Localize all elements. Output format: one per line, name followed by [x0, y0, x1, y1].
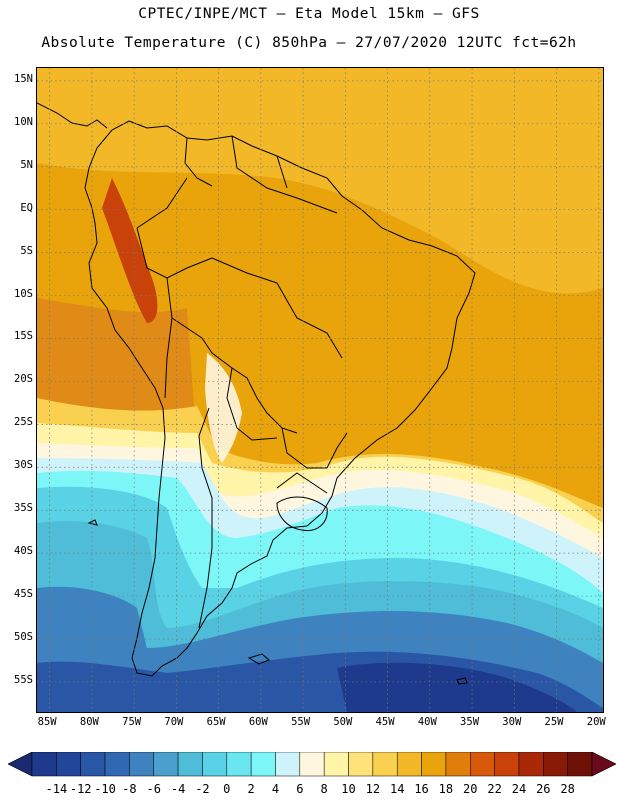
lon-tick-label: 40W — [417, 716, 437, 728]
colorbar-tick-label: 18 — [438, 782, 454, 796]
colorbar-low-arrow — [8, 752, 33, 777]
colorbar-tick-label: 0 — [223, 782, 231, 796]
colorbar-swatch — [518, 752, 544, 777]
lat-tick-label: 25S — [14, 416, 33, 429]
colorbar-swatch — [567, 752, 593, 777]
south-america-coastline — [84, 120, 476, 677]
colorbar-tick-label: -12 — [69, 782, 92, 796]
lat-lon-grid — [37, 68, 603, 712]
lat-tick-label: 15N — [14, 72, 33, 85]
colorbar-tick-label: -8 — [122, 782, 137, 796]
chart-title-line1: CPTEC/INPE/MCT – Eta Model 15km – GFS — [138, 6, 480, 22]
lat-tick-label: 55S — [14, 673, 33, 686]
colorbar-swatch — [348, 752, 374, 777]
lat-tick-label: 30S — [14, 459, 33, 472]
lon-tick-label: 80W — [79, 716, 99, 728]
lon-tick-label: 30W — [502, 716, 522, 728]
lat-tick-label: 50S — [14, 631, 33, 643]
band-chaco-warm-tongue — [205, 353, 242, 463]
lat-tick-label: 40S — [14, 545, 33, 558]
lat-tick-label: 35S — [14, 502, 33, 515]
colorbar-swatch — [104, 752, 130, 777]
colorbar-tick-label: 22 — [487, 782, 502, 796]
colorbar-swatch — [226, 752, 252, 777]
colorbar-tick-label: 4 — [271, 782, 280, 796]
temperature-map[interactable] — [36, 67, 604, 713]
lon-tick-label: 35W — [460, 716, 480, 728]
band-andes-22-24 — [102, 178, 158, 323]
lon-tick-label: 85W — [37, 716, 57, 728]
colorbar-tick-label: -2 — [195, 782, 210, 796]
colorbar-swatch — [445, 752, 471, 777]
colorbar-tick-label: 20 — [463, 782, 478, 796]
lon-tick-label: 75W — [122, 716, 142, 728]
coastlines — [37, 102, 476, 685]
colorbar-tick-label: 6 — [296, 782, 304, 796]
central-america-coastline — [37, 102, 108, 129]
colorbar-swatch — [56, 752, 81, 777]
colorbar-swatch — [153, 752, 179, 777]
lat-tick-label: 5S — [20, 244, 33, 257]
band-minus14-minus12 — [337, 662, 577, 712]
colorbar-swatch — [250, 752, 276, 777]
islands — [87, 519, 468, 685]
lat-tick-label: 20S — [14, 373, 33, 386]
colorbar-swatch — [323, 752, 349, 777]
colorbar-swatch — [275, 752, 301, 777]
colorbar-tick-label: -4 — [170, 782, 186, 796]
colorbar-swatch — [543, 752, 568, 777]
lon-tick-label: 65W — [206, 716, 226, 728]
temperature-colorbar — [8, 752, 616, 777]
band-16-18-north — [37, 68, 603, 294]
country-borders — [136, 135, 348, 629]
lon-tick-label: 70W — [164, 716, 184, 728]
colorbar-tick-label: 24 — [511, 782, 527, 796]
colorbar-tick-label: 16 — [414, 782, 429, 796]
colorbar-swatch — [299, 752, 325, 777]
colorbar-tick-label: -14 — [45, 782, 68, 796]
lon-tick-label: 50W — [333, 716, 353, 728]
colorbar-high-arrow — [591, 752, 616, 777]
lon-tick-label: 20W — [586, 716, 606, 728]
lon-tick-label: 45W — [375, 716, 395, 728]
map-canvas — [37, 68, 603, 712]
colorbar-tick-label: 12 — [365, 782, 381, 796]
lat-tick-label: EQ — [20, 201, 33, 214]
colorbar-tick-label: 2 — [247, 782, 255, 796]
colorbar-swatch — [31, 752, 57, 777]
colorbar-swatch — [421, 752, 447, 777]
colorbar-swatch — [177, 752, 203, 777]
lat-tick-label: 10S — [14, 287, 33, 300]
lake-buenos-aires-estuary — [276, 496, 328, 532]
colorbar-swatch — [396, 752, 422, 777]
colorbar-tick-label: 10 — [341, 782, 356, 796]
temperature-bands — [37, 68, 603, 712]
chart-title-line2: Absolute Temperature (C) 850hPa – 27/07/… — [41, 35, 577, 51]
colorbar-tick-label: 8 — [320, 782, 328, 796]
lon-tick-label: 25W — [544, 716, 564, 728]
lat-tick-label: 5N — [20, 158, 33, 171]
colorbar-swatch — [80, 752, 106, 777]
colorbar-swatch — [202, 752, 228, 777]
colorbar-swatch — [129, 752, 154, 777]
colorbar-swatch — [372, 752, 398, 777]
lat-tick-label: 10N — [14, 115, 33, 128]
lat-tick-label: 15S — [14, 330, 33, 343]
colorbar-tick-label: 14 — [389, 782, 405, 796]
lon-tick-label: 55W — [291, 716, 311, 728]
colorbar-tick-label: -10 — [94, 782, 116, 796]
lon-tick-label: 60W — [248, 716, 268, 728]
colorbar-swatch — [470, 752, 495, 777]
lat-tick-label: 45S — [14, 588, 33, 601]
colorbar-tick-label: -6 — [146, 782, 161, 796]
colorbar-tick-label: 26 — [536, 782, 551, 796]
colorbar-tick-label: 28 — [560, 782, 575, 796]
colorbar-swatch — [494, 752, 520, 777]
